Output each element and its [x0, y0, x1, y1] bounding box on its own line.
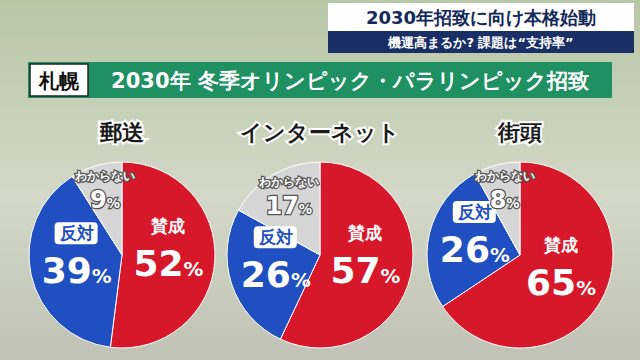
value-label: 39% [42, 250, 112, 291]
category-label: 反対 [457, 202, 492, 222]
value-label: 52% [133, 243, 203, 284]
category-label-box [55, 222, 98, 244]
pie-title: 郵送 [99, 120, 144, 145]
pie-title: 街頭 [497, 120, 542, 145]
pie-slice [239, 162, 320, 255]
location-box [30, 64, 88, 96]
value-label: 65% [526, 262, 596, 303]
labels: 賛成 57% 反対 26% わからない 17% [241, 175, 401, 295]
category-label-box [254, 226, 297, 248]
value-label: 9% [90, 186, 120, 214]
category-label: わからない [474, 169, 535, 183]
category-label: 反対 [258, 227, 293, 247]
pie-slice [29, 176, 122, 347]
background [0, 0, 640, 360]
banner-box [328, 3, 634, 31]
slices [227, 162, 413, 348]
slices [29, 162, 215, 348]
slices [427, 162, 613, 348]
value-label: 57% [330, 250, 400, 291]
pie-chart: 賛成 52% 反対 39% わからない 9% [29, 162, 215, 348]
category-label: 賛成 [543, 235, 578, 255]
title-bar [28, 62, 612, 98]
category-label: 賛成 [347, 223, 382, 243]
category-label: わからない [258, 175, 319, 189]
category-label: 反対 [59, 223, 94, 243]
pie-slice [110, 162, 215, 348]
banner-text: 2030年招致に向け本格始動 [366, 7, 596, 28]
labels: 賛成 65% 反対 26% わからない 8% [440, 169, 596, 303]
category-label: わからない [74, 169, 135, 183]
labels: 賛成 52% 反対 39% わからない 9% [42, 169, 204, 291]
location-text: 札幌 [38, 69, 79, 93]
title-text: 2030年 冬季オリンピック・パラリンピック招致 [111, 69, 589, 93]
pie-chart: 賛成 57% 反対 26% わからない 17% [227, 162, 413, 348]
pie-title: インターネット [240, 120, 400, 145]
pie-slice [427, 174, 520, 307]
canvas: 2030年招致に向け本格始動機運高まるか? 課題は“支持率” 札幌 2030年 冬季… [0, 0, 640, 360]
category-label: 賛成 [150, 216, 185, 236]
value-label: 26% [440, 229, 510, 270]
subbanner-box [328, 31, 634, 53]
value-label: 17% [265, 192, 312, 220]
subbanner-text: 機運高まるか? 課題は“支持率” [387, 35, 573, 50]
value-label: 26% [241, 254, 311, 295]
value-label: 8% [490, 186, 520, 214]
pie-chart: 賛成 65% 反対 26% わからない 8% [427, 162, 613, 348]
